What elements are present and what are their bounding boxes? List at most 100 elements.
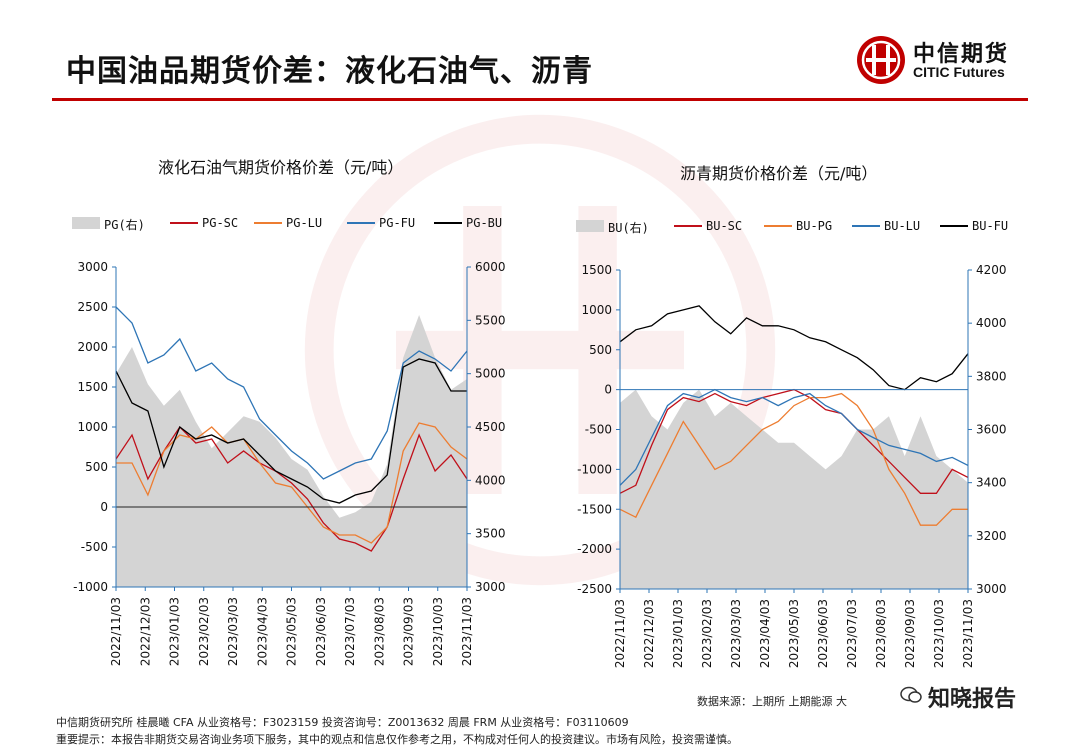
chart1-title: 液化石油气期货价格价差（元/吨） (158, 158, 404, 177)
x-tick-label: 2023/04/03 (255, 597, 269, 666)
x-tick-label: 2023/07/03 (343, 597, 357, 666)
x-tick-label: 2023/03/03 (729, 599, 743, 668)
legend-swatch (852, 225, 880, 227)
x-tick-label: 2023/05/03 (787, 599, 801, 668)
x-tick-label: 2022/11/03 (109, 597, 123, 666)
series-line-BU-LU (619, 388, 969, 486)
legend-swatch (764, 225, 792, 227)
left-tick-label: -1000 (577, 462, 612, 476)
legend-label: PG-BU (466, 216, 503, 230)
left-tick-label: 2500 (77, 300, 108, 314)
chart2-plot: -2500 -2000 -1500 -1000 -500 0 500 1000 1500 3000… (577, 263, 1007, 668)
right-tick-label: 3400 (976, 476, 1007, 490)
series-line-BU-FU (619, 305, 969, 391)
x-tick-label: 2022/12/03 (642, 599, 656, 668)
legend-label: BU-SC (706, 219, 743, 233)
left-tick-label: -1000 (73, 580, 108, 594)
page-title: 中国油品期货价差：液化石油气、沥青 (66, 54, 593, 89)
chart2-title: 沥青期货价格价差（元/吨） (680, 164, 878, 183)
left-tick-label: 1000 (77, 420, 108, 434)
series-area-PG(右) (116, 315, 467, 587)
x-tick-label: 2023/08/03 (372, 597, 386, 666)
right-tick-label: 4500 (475, 420, 506, 434)
legend-label: PG-LU (286, 216, 323, 230)
series-line-PG-BU (115, 358, 467, 504)
x-tick-label: 2022/11/03 (613, 599, 627, 668)
legend-label: PG(右) (104, 218, 145, 232)
x-tick-label: 2023/10/03 (932, 599, 946, 668)
left-tick-label: 0 (100, 500, 108, 514)
x-tick-label: 2022/12/03 (138, 597, 152, 666)
legend-swatch (347, 222, 375, 224)
legend-label: BU-LU (884, 219, 921, 233)
right-tick-label: 3200 (976, 529, 1007, 543)
legend-swatch (674, 225, 702, 227)
x-tick-label: 2023/01/03 (671, 599, 685, 668)
left-tick-label: 0 (604, 383, 612, 397)
left-tick-label: 3000 (77, 260, 108, 274)
x-tick-label: 2023/06/03 (314, 597, 328, 666)
series-line-PG-FU (115, 306, 468, 480)
logo-english-name: CITIC Futures (913, 64, 1005, 80)
chart1-legend: PG(右) PG-SC PG-LU PG-FU PG-BU (72, 216, 512, 232)
citic-logo-icon (857, 36, 905, 84)
series-area-BU(右) (620, 389, 968, 589)
right-tick-label: 6000 (475, 260, 506, 274)
left-tick-label: 500 (85, 460, 108, 474)
legend-label: PG-FU (379, 216, 416, 230)
right-tick-label: 3000 (976, 582, 1007, 596)
series-line-BU-PG (619, 392, 968, 526)
x-tick-label: 2023/10/03 (431, 597, 445, 666)
left-tick-label: -2500 (577, 582, 612, 596)
x-tick-label: 2023/07/03 (845, 599, 859, 668)
right-tick-label: 5000 (475, 367, 506, 381)
wechat-icon (900, 686, 922, 703)
disclaimer-text: 重要提示：本报告非期货交易咨询业务项下服务，其中的观点和信息仅作参考之用，不构成… (56, 733, 738, 746)
legend-swatch (170, 222, 198, 224)
right-tick-label: 5500 (475, 313, 506, 327)
x-tick-label: 2023/02/03 (197, 597, 211, 666)
right-tick-label: 4000 (976, 316, 1007, 330)
x-tick-label: 2023/06/03 (816, 599, 830, 668)
legend-swatch (72, 217, 100, 229)
series-line-PG-SC (115, 425, 468, 552)
legend-label: PG-SC (202, 216, 239, 230)
legend-swatch (434, 222, 462, 224)
legend-label: BU(右) (608, 221, 649, 235)
right-tick-label: 4200 (976, 263, 1007, 277)
x-tick-label: 2023/01/03 (168, 597, 182, 666)
left-tick-label: -2000 (577, 542, 612, 556)
left-tick-label: -1500 (577, 502, 612, 516)
zhixiao-report-watermark: 知晓报告 (928, 687, 1017, 712)
legend-swatch (940, 225, 968, 227)
legend-swatch (254, 222, 282, 224)
left-tick-label: -500 (81, 540, 108, 554)
right-tick-label: 3600 (976, 423, 1007, 437)
left-tick-label: 500 (589, 343, 612, 357)
chart1-plot: -1000 -500 0 500 1000 1500 2000 2500 3000 3000 350… (73, 260, 506, 666)
right-tick-label: 3800 (976, 369, 1007, 383)
data-source-note: 数据来源：上期所 上期能源 大 (697, 695, 847, 708)
left-tick-label: 1000 (581, 303, 612, 317)
x-tick-label: 2023/05/03 (285, 597, 299, 666)
left-tick-label: 1500 (581, 263, 612, 277)
x-tick-label: 2023/11/03 (961, 599, 975, 668)
right-tick-label: 3000 (475, 580, 506, 594)
x-tick-label: 2023/03/03 (226, 597, 240, 666)
x-tick-label: 2023/09/03 (402, 597, 416, 666)
left-tick-label: -500 (585, 423, 612, 437)
title-divider (52, 98, 1028, 101)
left-tick-label: 1500 (77, 380, 108, 394)
logo-chinese-name: 中信期货 (913, 42, 1010, 67)
legend-label: BU-PG (796, 219, 833, 233)
x-tick-label: 2023/04/03 (758, 599, 772, 668)
citic-futures-logo: 中信期货 CITIC Futures (855, 34, 1025, 86)
chart2-legend: BU(右) BU-SC BU-PG BU-LU BU-FU (576, 219, 1026, 235)
x-tick-label: 2023/08/03 (874, 599, 888, 668)
x-tick-label: 2023/02/03 (700, 599, 714, 668)
x-tick-label: 2023/11/03 (460, 597, 474, 666)
analyst-credentials: 中信期货研究所 桂晨曦 CFA 从业资格号：F3023159 投资咨询号：Z00… (56, 716, 629, 729)
legend-label: BU-FU (972, 219, 1009, 233)
left-tick-label: 2000 (77, 340, 108, 354)
background-seal-watermark (304, 114, 776, 586)
